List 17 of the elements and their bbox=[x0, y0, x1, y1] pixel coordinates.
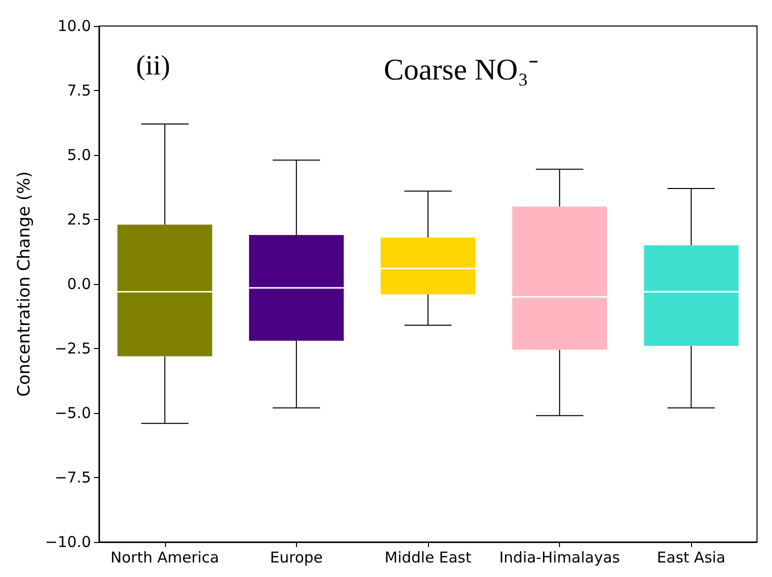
y-tick-label: 7.5 bbox=[67, 82, 91, 100]
y-tick-label: 5.0 bbox=[67, 146, 91, 164]
y-tick-label: 2.5 bbox=[67, 210, 91, 228]
y-tick-label: 10.0 bbox=[58, 17, 91, 35]
x-tick-label: Middle East bbox=[384, 548, 472, 566]
x-tick-label: East Asia bbox=[656, 548, 726, 566]
y-tick-label: −5.0 bbox=[54, 404, 91, 422]
text: Coarse NO₃⁻ bbox=[384, 54, 538, 86]
y-tick-label: −10.0 bbox=[45, 533, 91, 551]
x-tick-label: India-Himalayas bbox=[499, 548, 620, 566]
y-tick-label: −2.5 bbox=[54, 340, 91, 358]
y-tick-label: 0.0 bbox=[67, 275, 91, 293]
x-tick-label: North America bbox=[110, 548, 220, 566]
annotation: (ii) bbox=[136, 50, 170, 82]
y-tick-label: −7.5 bbox=[54, 468, 91, 486]
x-tick-label: Europe bbox=[270, 548, 323, 566]
y-axis-title: Concentration Change (%) bbox=[14, 171, 34, 397]
